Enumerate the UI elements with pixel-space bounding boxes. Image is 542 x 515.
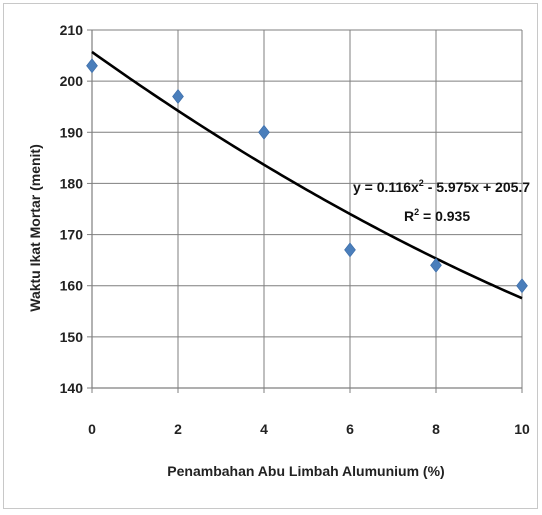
data-point: [172, 88, 184, 104]
y-tick-label: 170: [60, 227, 84, 243]
trendline: [91, 50, 523, 300]
y-tick-label: 180: [60, 175, 84, 191]
y-tick-label: 190: [60, 124, 84, 140]
axes: [87, 29, 523, 393]
y-tick-label: 210: [60, 22, 84, 38]
data-point: [258, 124, 270, 140]
x-tick-label: 10: [514, 421, 530, 437]
y-tick-label: 140: [60, 380, 84, 396]
x-tick-label: 8: [432, 421, 440, 437]
x-tick-label: 4: [260, 421, 268, 437]
y-tick-label: 160: [60, 278, 84, 294]
tick-labels: 140 150 160 170 180 190 200 210 0 2 4 6 8 10: [60, 22, 530, 437]
data-point: [344, 242, 356, 258]
x-tick-label: 6: [346, 421, 354, 437]
equation-suffix: - 5.975x + 205.7: [424, 179, 530, 195]
equation-superscript: 2: [419, 178, 424, 188]
equation-prefix: y = 0.116x: [353, 179, 419, 195]
r2-superscript: 2: [414, 207, 419, 217]
y-axis-title: Waktu Ikat Mortar (menit): [27, 144, 43, 312]
y-tick-label: 150: [60, 329, 84, 345]
data-point: [516, 278, 528, 294]
data-point: [86, 58, 98, 74]
data-points: [86, 58, 528, 294]
r-squared-label: R2 = 0.935: [404, 207, 470, 224]
x-tick-label: 0: [88, 421, 96, 437]
trendline-equation: y = 0.116x2 - 5.975x + 205.7: [353, 178, 530, 195]
data-point: [430, 257, 442, 273]
y-tick-label: 200: [60, 73, 84, 89]
x-tick-label: 2: [174, 421, 182, 437]
x-axis-title: Penambahan Abu Limbah Alumunium (%): [167, 463, 444, 479]
r2-prefix: R: [404, 208, 414, 224]
r2-suffix: = 0.935: [419, 208, 470, 224]
